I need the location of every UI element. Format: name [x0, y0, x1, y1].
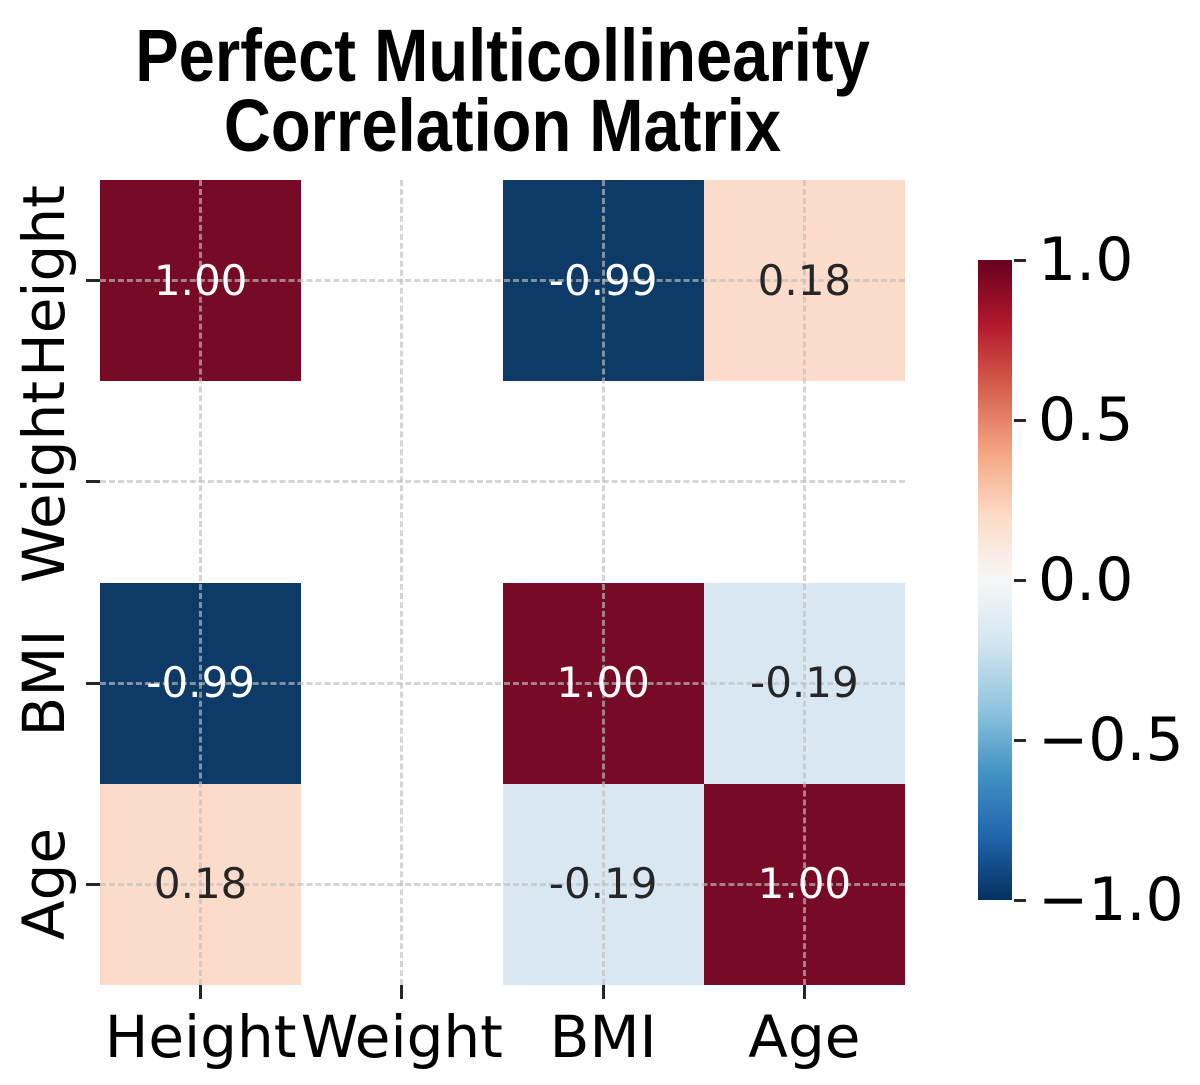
y-tick-label-age: Age — [10, 828, 78, 941]
cell-value: 1.00 — [153, 255, 248, 305]
colorbar-tick-label: 1.0 — [1038, 225, 1134, 295]
chart-title-line-2: Correlation Matrix — [223, 84, 782, 167]
gridline-horizontal — [100, 681, 905, 685]
colorbar-gradient — [978, 260, 1012, 900]
cell-value: -0.19 — [548, 859, 658, 909]
colorbar-tick — [1014, 258, 1026, 262]
colorbar-tick-label: −1.0 — [1038, 865, 1184, 935]
y-tick-label-height: Height — [10, 184, 78, 377]
x-tick-label-weight: Weight — [300, 1003, 503, 1071]
y-axis-tick — [86, 882, 100, 886]
x-tick-label-bmi: BMI — [549, 1003, 657, 1071]
colorbar-tick-label: 0.0 — [1038, 545, 1134, 615]
cell-value: 1.00 — [556, 658, 650, 708]
x-axis-tick — [400, 985, 404, 999]
gridline-vertical — [199, 180, 203, 985]
cell-value: 0.18 — [757, 255, 852, 305]
colorbar-tick — [1014, 578, 1026, 582]
x-axis-tick — [199, 985, 203, 999]
x-axis-tick — [802, 985, 806, 999]
colorbar-tick — [1014, 418, 1026, 422]
x-tick-label-height: Height — [104, 1003, 297, 1071]
gridline-vertical — [400, 180, 404, 985]
colorbar-tick — [1014, 898, 1026, 902]
y-axis-tick — [86, 480, 100, 484]
cell-value: -0.99 — [548, 255, 658, 305]
gridline-horizontal — [100, 279, 905, 283]
gridline-vertical — [601, 180, 605, 985]
chart-title-line-1: Perfect Multicollinearity — [135, 14, 870, 97]
x-tick-label-age: Age — [748, 1003, 861, 1071]
colorbar-tick-label: −0.5 — [1038, 705, 1184, 775]
cell-value: -0.99 — [146, 658, 255, 708]
cell-value: -0.19 — [750, 658, 859, 708]
y-axis-tick — [86, 279, 100, 283]
colorbar-tick — [1014, 738, 1026, 742]
y-tick-label-bmi: BMI — [10, 629, 78, 737]
gridline-vertical — [802, 180, 806, 985]
cell-value: 1.00 — [757, 859, 852, 909]
y-tick-label-weight: Weight — [10, 380, 78, 583]
colorbar-tick-label: 0.5 — [1038, 385, 1134, 455]
cell-value: 0.18 — [153, 859, 248, 909]
x-axis-tick — [601, 985, 605, 999]
y-axis-tick — [86, 681, 100, 685]
gridline-horizontal — [100, 480, 905, 484]
gridline-horizontal — [100, 882, 905, 886]
heatmap-plot-area: 1.00 -0.99 0.18 -0.99 1.00 -0.19 0.18 -0.19 1.00 — [100, 180, 905, 985]
